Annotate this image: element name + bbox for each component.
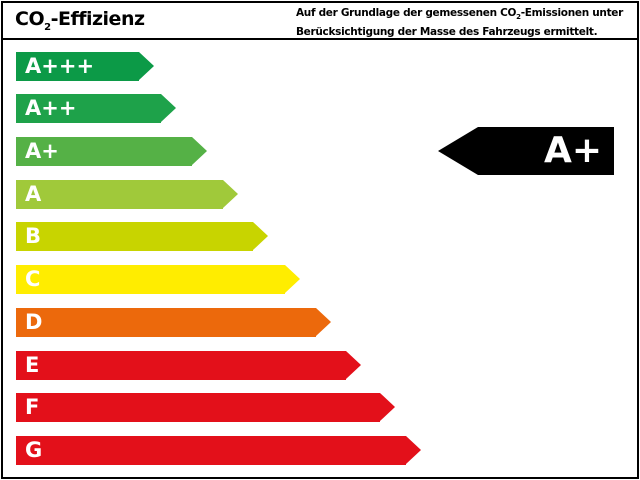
title-subscript: 2 bbox=[44, 21, 51, 33]
indicator-arrow-tip bbox=[438, 127, 478, 175]
bar-body bbox=[16, 351, 346, 380]
bar-body bbox=[16, 393, 380, 422]
note-subscript: 2 bbox=[516, 13, 521, 22]
header-note: Auf der Grundlage der gemessenen CO2-Emi… bbox=[296, 6, 623, 40]
bar-label: E bbox=[25, 353, 40, 377]
title-prefix: CO bbox=[15, 8, 45, 30]
bar-body bbox=[16, 180, 223, 209]
bar-arrow-tip bbox=[223, 180, 238, 208]
bar-label: A++ bbox=[25, 96, 77, 120]
header: CO2-Effizienz Auf der Grundlage der geme… bbox=[3, 3, 637, 40]
note-line1-prefix: Auf der Grundlage der gemessenen CO bbox=[295, 7, 517, 19]
note-line2: Berücksichtigung der Masse des Fahrzeugs… bbox=[295, 26, 598, 39]
bar-arrow-tip bbox=[285, 265, 300, 293]
indicator-body bbox=[478, 127, 614, 175]
bar-arrow-tip bbox=[406, 436, 421, 464]
title-suffix: -Effizienz bbox=[50, 8, 145, 30]
selected-class-indicator: A+ bbox=[438, 127, 614, 175]
bar-body bbox=[16, 436, 406, 465]
bar-arrow-tip bbox=[192, 137, 207, 165]
bar-label: C bbox=[25, 267, 41, 291]
bar-body bbox=[16, 308, 316, 337]
bar-label: F bbox=[25, 395, 40, 419]
bar-label: D bbox=[25, 310, 43, 334]
bar-arrow-tip bbox=[253, 222, 268, 250]
bar-label: A+ bbox=[25, 139, 59, 163]
bar-body bbox=[16, 265, 285, 294]
bar-label: B bbox=[25, 224, 42, 248]
bar-arrow-tip bbox=[316, 308, 331, 336]
label-title: CO2-Effizienz bbox=[15, 8, 145, 33]
bar-body bbox=[16, 222, 253, 251]
selected-class-label: A+ bbox=[543, 130, 602, 171]
bar-body bbox=[16, 137, 192, 166]
bar-label: A+++ bbox=[25, 54, 95, 78]
bar-body bbox=[16, 94, 161, 123]
note-line1-suffix: -Emissionen unter bbox=[520, 7, 624, 19]
bar-arrow-tip bbox=[161, 94, 176, 122]
bar-arrow-tip bbox=[380, 393, 395, 421]
bar-label: A bbox=[25, 182, 42, 206]
bar-body bbox=[16, 52, 139, 81]
bar-arrow-tip bbox=[346, 351, 361, 379]
bar-label: G bbox=[25, 438, 43, 462]
bar-arrow-tip bbox=[139, 52, 154, 80]
